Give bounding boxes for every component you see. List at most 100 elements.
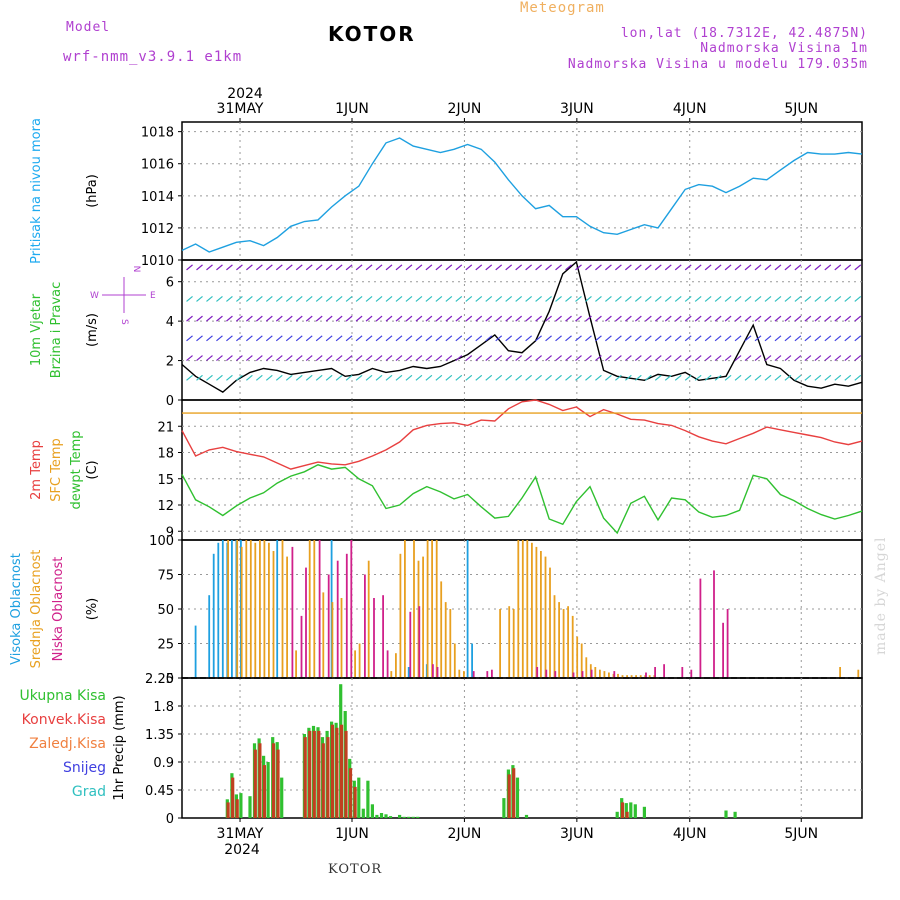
wind-barb-3-1286 (764, 315, 772, 322)
top-day-label-2: 2JUN (448, 101, 482, 117)
wind-barb-5-1176 (714, 264, 722, 271)
wind-barb-5-10 (186, 264, 193, 271)
bar-precip-0-8 (266, 762, 270, 818)
wind-barb-4-538 (425, 295, 433, 302)
wind-barb-0-1154 (704, 374, 712, 381)
bar-cloud-1-23 (399, 553, 402, 678)
wind-barb-3-406 (365, 315, 373, 322)
wind-barb-3-252 (295, 315, 303, 322)
wind-barb-0-956 (615, 374, 622, 381)
side-label-temperature-0: 2m Temp (29, 440, 44, 500)
wind-barb-3-1000 (634, 315, 642, 322)
wind-barb-4-868 (575, 295, 582, 302)
wind-barb-0-1330 (784, 374, 792, 381)
wind-barb-5-912 (595, 264, 602, 271)
ytick-label-cloud-1: 25 (157, 638, 174, 653)
wind-barb-2-846 (565, 335, 572, 342)
ytick-label-precip-0: 0 (166, 812, 174, 827)
compass-n: N (131, 266, 141, 273)
wind-barb-4-1286 (764, 295, 772, 302)
bar-cloud-1-51 (567, 606, 569, 678)
top-year-label: 2024 (227, 86, 263, 102)
wind-barb-4-516 (415, 295, 423, 302)
wind-barb-2-802 (545, 335, 552, 342)
bar-cloud-0-1 (208, 595, 211, 678)
bar-cloud-2-15 (436, 667, 439, 678)
bar-cloud-1-22 (395, 653, 397, 678)
wind-barb-1-362 (345, 355, 353, 362)
wind-barb-3-120 (236, 315, 243, 322)
bottom-year-label: 2024 (224, 842, 260, 858)
wind-barb-4-604 (455, 295, 463, 302)
bar-cloud-1-6 (259, 540, 261, 678)
bar-cloud-2-20 (545, 669, 548, 678)
bar-cloud-2-30 (690, 669, 693, 678)
bar-precip-0-26 (366, 780, 370, 818)
wind-barb-4-384 (355, 295, 363, 302)
bar-cloud-1-40 (517, 540, 520, 678)
bar-precip-1-5 (262, 765, 266, 818)
wind-barb-3-54 (206, 315, 213, 322)
wind-barb-0-1264 (754, 374, 762, 381)
wind-barb-3-604 (455, 315, 463, 322)
wind-barb-0-10 (186, 374, 193, 381)
wind-barb-1-1374 (804, 355, 812, 362)
bar-cloud-1-67 (639, 675, 642, 678)
wind-barb-3-428 (375, 315, 383, 322)
wind-barb-5-1154 (704, 264, 712, 271)
wind-barb-5-1484 (854, 264, 862, 271)
bar-precip-0-44 (624, 803, 628, 818)
wind-barb-3-1264 (754, 315, 762, 322)
wind-barb-2-76 (216, 335, 223, 342)
wind-barb-2-758 (525, 335, 533, 342)
wind-barb-2-54 (206, 335, 213, 342)
bar-precip-0-36 (416, 816, 420, 818)
ytick-label-cloud-3: 75 (157, 569, 174, 584)
wind-barb-2-1066 (664, 335, 672, 342)
bar-cloud-1-60 (608, 672, 610, 678)
wind-barb-1-868 (575, 355, 582, 362)
wind-barb-0-120 (236, 374, 243, 381)
compass-s: S (119, 319, 129, 325)
bar-cloud-2-6 (345, 553, 348, 678)
bar-cloud-1-43 (531, 542, 533, 678)
wind-barb-2-1154 (704, 335, 712, 342)
bar-cloud-1-25 (413, 540, 415, 678)
wind-barb-5-956 (615, 264, 622, 271)
bar-cloud-1-16 (331, 602, 334, 678)
wind-barb-2-318 (325, 335, 333, 342)
bar-cloud-2-3 (318, 540, 321, 678)
wind-barb-5-494 (405, 264, 413, 271)
side-label-temperature-1: SFC Temp (49, 438, 64, 502)
wind-barb-0-1000 (634, 374, 642, 381)
wind-barb-1-956 (615, 355, 622, 362)
wind-barb-1-98 (226, 355, 233, 362)
bar-cloud-1-24 (404, 540, 406, 678)
wind-barb-3-186 (265, 315, 273, 322)
wind-barb-0-252 (295, 374, 303, 381)
wind-barb-3-538 (425, 315, 433, 322)
ytick-label-temperature-0: 9 (166, 525, 174, 540)
wind-barb-3-1418 (824, 315, 832, 322)
wind-barb-0-670 (485, 374, 493, 381)
ylabel-cloud: (%) (85, 598, 100, 621)
ytick-label-precip-4: 1.8 (153, 700, 174, 715)
bar-cloud-2-24 (590, 669, 593, 678)
wind-barb-2-274 (305, 335, 313, 342)
wind-barb-3-384 (355, 315, 363, 322)
wind-barb-2-450 (385, 335, 393, 342)
bar-cloud-2-19 (536, 667, 539, 678)
wind-barb-0-604 (455, 374, 463, 381)
bar-precip-1-15 (335, 727, 339, 818)
wind-barb-4-208 (275, 295, 283, 302)
wind-barb-5-1352 (794, 264, 802, 271)
wind-barb-1-1462 (844, 355, 852, 362)
wind-barb-3-1154 (704, 315, 712, 322)
wind-barb-5-472 (395, 264, 403, 271)
bar-cloud-2-18 (491, 669, 493, 678)
wind-barb-0-1110 (684, 374, 692, 381)
wind-barb-3-296 (315, 315, 323, 322)
wind-barb-2-1396 (814, 335, 822, 342)
wind-barb-2-406 (365, 335, 373, 342)
wind-barb-2-340 (335, 335, 343, 342)
